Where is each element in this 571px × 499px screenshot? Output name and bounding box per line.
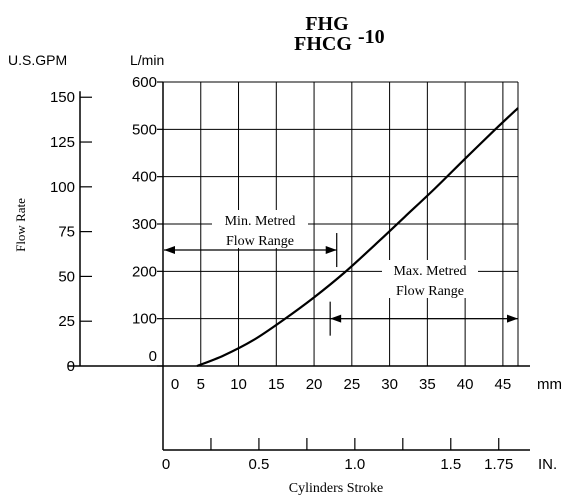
gpm-tick-label: 150 <box>50 89 75 106</box>
chart-title-line1: FHG <box>305 13 349 35</box>
inch-tick-label: 1.5 <box>440 456 461 473</box>
range-label-line1: Max. Metred <box>393 264 466 279</box>
lmin-tick-label: 400 <box>132 169 157 186</box>
inch-tick-label: 0.5 <box>248 456 269 473</box>
gpm-tick-label: 125 <box>50 134 75 151</box>
arrow-head-right <box>325 246 337 255</box>
range-annotation-max: Max. Metred Flow Range <box>329 260 518 336</box>
gpm-tick-label: 50 <box>58 268 75 285</box>
mm-tick-label: 0 <box>171 376 179 393</box>
arrow-head-left <box>330 314 342 323</box>
lmin-tick-label: 500 <box>132 121 157 138</box>
mm-tick-label: 20 <box>306 376 323 393</box>
grid <box>163 81 519 366</box>
inch-tick-label: 0 <box>162 456 170 473</box>
inch-tick-label: 1.0 <box>344 456 365 473</box>
lmin-tick-label: 0 <box>149 348 157 365</box>
lmin-tick-label: 300 <box>132 216 157 233</box>
mm-tick-label: 45 <box>495 376 512 393</box>
range-label-bg <box>212 210 308 248</box>
flow-range-annotations: Min. Metred Flow Range Max. Metred Flow Ran… <box>164 210 518 336</box>
range-label-line2: Flow Range <box>226 234 294 249</box>
inch-unit-label: IN. <box>538 456 557 473</box>
flow-curve <box>196 107 519 368</box>
mm-tick-label: 25 <box>343 376 360 393</box>
gpm-tick-label: 100 <box>50 179 75 196</box>
chart-title-line2: FHCG <box>294 33 352 55</box>
range-label-bg <box>382 260 478 298</box>
mm-unit-label: mm <box>537 376 562 393</box>
range-annotation-min: Min. Metred Flow Range <box>164 210 338 268</box>
axes <box>68 82 530 451</box>
mm-tick-label: 5 <box>197 376 205 393</box>
mm-tick-label: 40 <box>457 376 474 393</box>
ticks <box>80 81 500 450</box>
right-axis-unit: L/min <box>130 52 164 68</box>
mm-tick-label: 35 <box>419 376 436 393</box>
chart-title-suffix: -10 <box>358 26 385 48</box>
range-label-line1: Min. Metred <box>225 214 296 229</box>
gpm-tick-label: 75 <box>58 224 75 241</box>
lmin-tick-label: 600 <box>132 74 157 91</box>
gpm-tick-label: 25 <box>58 313 75 330</box>
mm-tick-label: 30 <box>381 376 398 393</box>
lmin-tick-label: 100 <box>132 311 157 328</box>
y-axis-label: Flow Rate <box>13 198 28 252</box>
mm-tick-label: 10 <box>230 376 247 393</box>
arrow-head-right <box>507 314 518 323</box>
left-axis-unit: U.S.GPM <box>8 52 67 68</box>
range-label-line2: Flow Range <box>396 284 464 299</box>
arrow-head-left <box>164 246 175 255</box>
x-axis-label: Cylinders Stroke <box>289 481 384 496</box>
gpm-tick-label: 0 <box>67 358 75 375</box>
mm-tick-label: 15 <box>268 376 285 393</box>
inch-tick-label: 1.75 <box>484 456 513 473</box>
lmin-tick-label: 200 <box>132 263 157 280</box>
